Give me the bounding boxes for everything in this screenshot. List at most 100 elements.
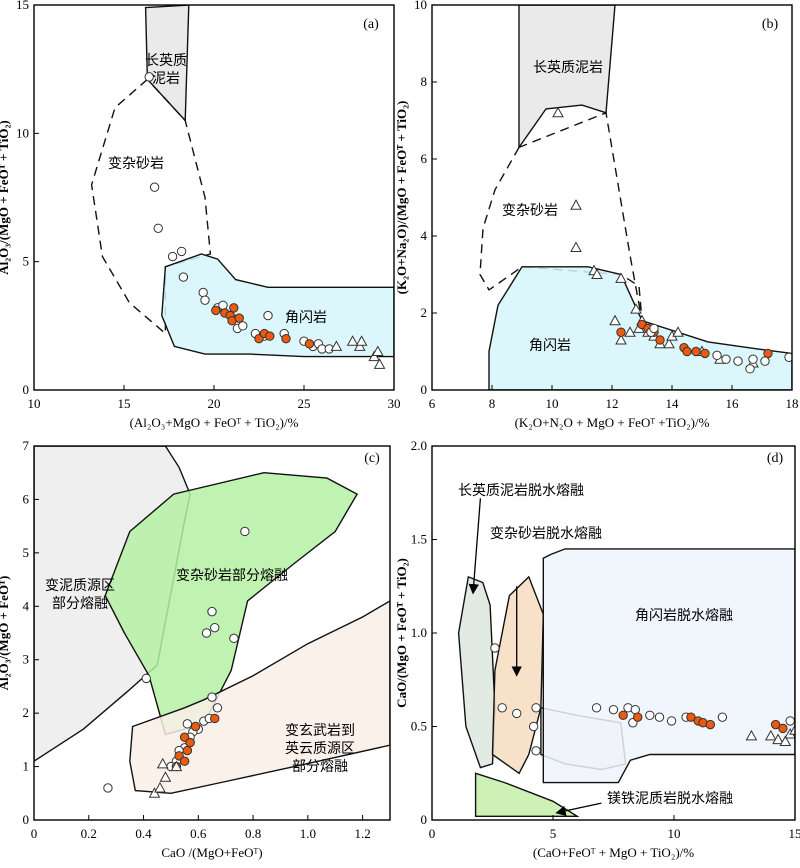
point-d-1-0	[618, 710, 628, 720]
point-a-0-7	[200, 295, 210, 305]
y-tick-label-b-0: 0	[421, 382, 428, 397]
x-axis-label-b: (K₂O+N₂O + MgO + FeOᵀ +TiO₂)/%	[515, 415, 710, 430]
point-d-1-6	[770, 719, 781, 730]
field-label-d-0: 长英质泥岩脱水熔融	[458, 482, 584, 499]
point-a-0-0	[144, 72, 154, 82]
y-tick-label-c-5: 5	[23, 545, 30, 560]
point-a-1-9	[281, 333, 291, 344]
point-b-0-7	[609, 314, 621, 326]
x-tick-label-d-0: 0	[429, 826, 436, 841]
point-a-2-3	[355, 335, 368, 346]
y-tick-label-a-1: 5	[23, 254, 30, 269]
point-c-0-2	[210, 622, 220, 633]
point-a-0-3	[167, 251, 178, 262]
point-c-2-0	[148, 787, 161, 798]
plot-area	[457, 548, 795, 817]
point-d-1-5	[705, 719, 715, 730]
field-label-d-3: 角闪岩脱水熔融	[635, 608, 733, 624]
panel-label-a: (a)	[363, 17, 379, 32]
y-tick-label-c-4: 4	[23, 598, 30, 613]
y-axis-label-c: Al₂O₃/(MgO + FeOᵀ)	[0, 576, 11, 691]
x-tick-label-b-5: 16	[726, 396, 740, 411]
arrow-d-0	[468, 498, 482, 595]
x-tick-label-a-3: 25	[298, 396, 311, 411]
x-tick-label-a-2: 20	[208, 396, 221, 411]
point-d-0-1	[497, 703, 507, 713]
point-a-2-2	[353, 340, 366, 351]
y-tick-label-b-2: 4	[421, 228, 428, 243]
point-a-1-8	[265, 331, 275, 341]
point-c-0-8	[182, 719, 193, 729]
x-axis-label-c: CaO /(MgO+FeOᵀ)	[161, 845, 262, 860]
point-b-1-7	[691, 346, 701, 357]
point-b-0-4	[591, 268, 603, 279]
point-a-2-0	[330, 340, 343, 351]
x-tick-label-d-3: 15	[789, 826, 800, 841]
point-d-2-1	[764, 729, 777, 741]
point-d-0-3	[531, 703, 541, 713]
point-c-2-3	[170, 760, 183, 772]
x-tick-label-c-2: 0.4	[135, 826, 152, 841]
point-c-2-2	[159, 771, 172, 782]
point-c-0-7	[212, 703, 223, 713]
x-tick-label-b-0: 6	[429, 396, 436, 411]
point-a-2-5	[371, 345, 384, 356]
point-d-0-12	[654, 712, 665, 722]
field-label-b-0: 长英质泥岩	[533, 59, 603, 76]
point-d-0-11	[645, 710, 655, 720]
point-c-0-1	[207, 606, 217, 617]
field-label-c-2: 变玄武岩到英云质源区部分熔融	[285, 722, 355, 775]
y-tick-label-c-1: 1	[23, 759, 30, 774]
point-a-1-10	[304, 339, 315, 349]
field-label-b-1: 变杂砂岩	[502, 203, 558, 219]
point-d-0-13	[666, 716, 677, 726]
point-b-2-4	[733, 356, 743, 366]
point-b-0-0	[552, 106, 564, 118]
point-b-2-8	[784, 352, 792, 362]
point-b-2-5	[745, 364, 755, 374]
x-tick-label-c-3: 0.6	[190, 826, 207, 841]
point-b-1-0	[616, 327, 626, 337]
x-tick-label-a-4: 30	[388, 396, 401, 411]
x-tick-label-b-4: 14	[666, 396, 680, 411]
field-label-d-1: 变杂砂岩脱水熔融	[490, 526, 602, 542]
x-tick-label-b-2: 10	[546, 396, 559, 411]
point-a-2-1	[346, 335, 359, 346]
point-a-2-6	[373, 358, 386, 369]
point-a-1-0	[211, 305, 221, 316]
point-b-2-7	[760, 356, 770, 366]
y-tick-label-d-4: 2.0	[411, 438, 427, 453]
field-c-1	[104, 471, 359, 736]
field-d-1	[491, 575, 545, 775]
point-c-0-3	[201, 628, 212, 638]
field-label-a-2: 角闪岩	[285, 310, 327, 326]
y-axis-label-d: CaO/(MgO + FeOᵀ + TiO₂)	[394, 558, 409, 708]
point-c-0-5	[141, 673, 151, 684]
x-tick-label-c-0: 0	[31, 826, 38, 841]
field-label-d-4: 镁铁泥质岩脱水熔融	[607, 791, 733, 807]
x-tick-label-b-3: 12	[606, 396, 619, 411]
point-a-0-9	[218, 300, 228, 310]
point-b-0-8	[615, 333, 627, 345]
y-tick-label-a-0: 0	[23, 382, 30, 397]
point-b-2-6	[748, 354, 758, 364]
point-d-0-0	[490, 643, 500, 653]
panel-label-c: (c)	[364, 451, 380, 466]
panel-label-b: (b)	[762, 17, 779, 32]
point-d-2-3	[779, 735, 792, 746]
y-axis-label-a: Al₂O₃/(MgO + FeOᵀ + TiO₂)	[0, 120, 11, 275]
plot-area	[90, 5, 394, 369]
field-label-b-2: 角闪岩	[529, 338, 571, 354]
field-label-a-0: 长英质泥岩	[145, 52, 187, 87]
point-d-2-5	[789, 724, 795, 735]
point-a-0-15	[263, 310, 273, 321]
y-tick-label-c-3: 3	[23, 652, 30, 667]
point-b-1-6	[682, 346, 692, 357]
point-a-0-12	[238, 321, 248, 331]
y-tick-label-d-2: 1.0	[411, 625, 427, 640]
field-label-c-1: 变杂砂岩部分熔融	[176, 568, 288, 584]
point-d-1-2	[686, 712, 696, 722]
